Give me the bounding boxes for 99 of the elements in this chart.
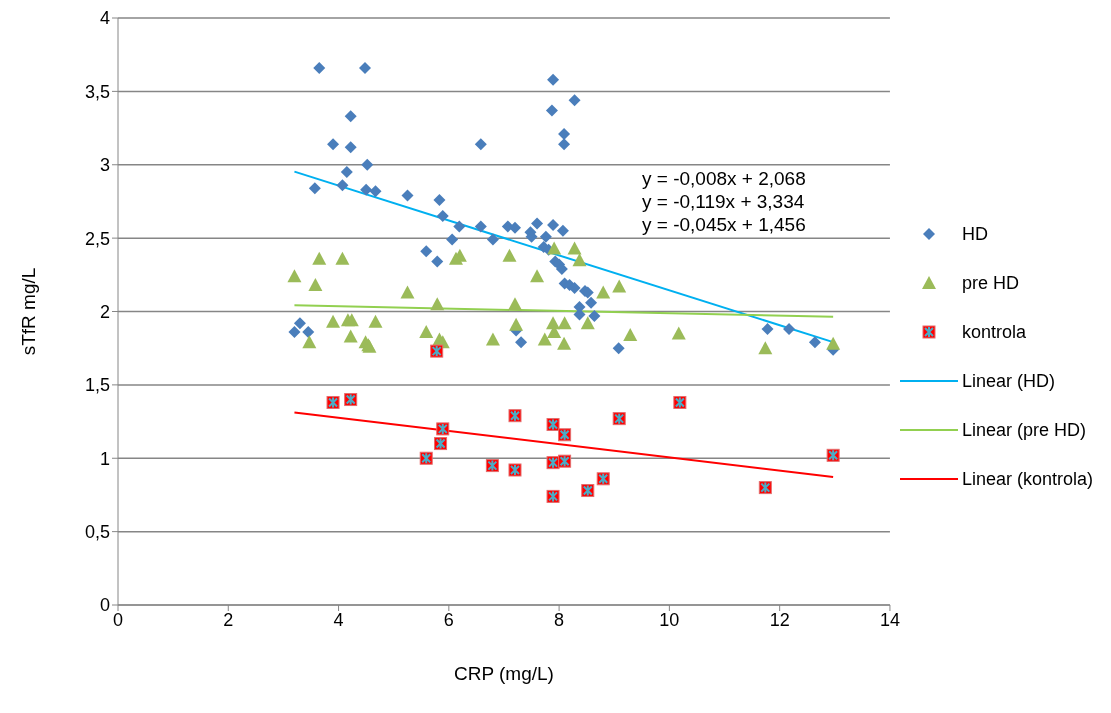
point xyxy=(547,241,562,255)
point xyxy=(509,221,521,234)
y-tick-label: 2 xyxy=(99,301,110,322)
y-tick-label: 1 xyxy=(99,448,110,469)
x-tick-label: 0 xyxy=(112,609,124,630)
legend-label: Linear (kontrola) xyxy=(961,468,1093,490)
point xyxy=(433,193,446,206)
point xyxy=(419,325,434,339)
point xyxy=(596,285,611,299)
y-tick-label: 1,5 xyxy=(84,375,110,396)
point xyxy=(557,336,572,350)
x-tick-label: 6 xyxy=(443,609,454,630)
y-tick-label: 3,5 xyxy=(84,81,110,102)
point xyxy=(361,158,374,171)
y-tick-label: 2,5 xyxy=(84,228,110,249)
point xyxy=(327,138,340,151)
point xyxy=(530,269,545,283)
y-tick-label: 0,5 xyxy=(84,522,110,543)
x-tick-label: 12 xyxy=(769,609,790,630)
point xyxy=(453,220,466,233)
point xyxy=(558,138,571,151)
x-tick-label: 10 xyxy=(659,609,680,630)
point xyxy=(340,166,353,179)
point xyxy=(312,251,327,265)
point xyxy=(568,94,581,107)
point xyxy=(474,138,487,151)
point xyxy=(420,245,433,258)
point xyxy=(588,309,601,322)
x-tick-label: 2 xyxy=(223,609,234,630)
point xyxy=(343,329,358,343)
point xyxy=(508,297,522,311)
point xyxy=(359,61,372,74)
y-tick-label: 4 xyxy=(99,8,110,29)
point xyxy=(558,127,571,140)
annotation: y = -0,119x + 3,334 xyxy=(641,191,806,213)
point xyxy=(400,285,415,299)
point xyxy=(537,332,552,346)
legend-label: Linear (HD) xyxy=(961,370,1055,392)
point xyxy=(336,179,349,192)
point xyxy=(368,314,383,328)
point xyxy=(288,326,301,339)
point xyxy=(783,323,796,336)
point xyxy=(486,233,499,246)
point xyxy=(808,336,821,349)
point xyxy=(302,326,315,339)
point xyxy=(502,248,517,262)
x-tick-label: 4 xyxy=(333,609,344,630)
legend-label: Linear (pre HD) xyxy=(961,419,1086,441)
point xyxy=(446,233,459,246)
point xyxy=(430,297,445,311)
y-tick-label: 3 xyxy=(99,155,110,176)
x-tick-label: 8 xyxy=(554,609,565,630)
point xyxy=(612,342,625,355)
point xyxy=(344,110,357,123)
point xyxy=(826,336,841,350)
legend-label: pre HD xyxy=(961,272,1019,294)
annotation: y = -0,045x + 1,456 xyxy=(641,214,807,236)
point xyxy=(531,217,544,230)
point xyxy=(431,255,444,268)
point xyxy=(547,73,560,86)
point xyxy=(612,279,627,293)
point xyxy=(556,224,569,237)
point xyxy=(758,341,773,355)
point xyxy=(474,220,487,233)
point xyxy=(572,253,587,267)
point xyxy=(545,104,558,117)
point xyxy=(761,323,774,336)
point xyxy=(344,141,357,154)
legend-label: kontrola xyxy=(961,321,1026,343)
point xyxy=(335,251,350,265)
point xyxy=(360,183,373,196)
point xyxy=(302,335,317,349)
point xyxy=(401,189,414,202)
point xyxy=(485,332,500,346)
x-axis-title: CRP (mg/L) xyxy=(453,663,554,684)
point xyxy=(313,61,326,74)
point xyxy=(509,317,524,331)
y-tick-label: 0 xyxy=(99,595,110,616)
point xyxy=(539,230,552,243)
point xyxy=(369,185,382,198)
point xyxy=(585,296,598,309)
point xyxy=(515,336,528,349)
point xyxy=(547,218,560,231)
point xyxy=(308,182,321,195)
point xyxy=(580,316,595,330)
point xyxy=(344,313,359,327)
point xyxy=(287,269,302,283)
point xyxy=(308,278,323,292)
point xyxy=(326,314,341,328)
point xyxy=(623,327,638,341)
point xyxy=(557,316,572,330)
annotation: y = -0,008x + 2,068 xyxy=(641,168,807,190)
x-tick-label: 14 xyxy=(879,609,900,630)
y-axis-title: sTfR mg/L xyxy=(17,267,39,356)
point xyxy=(671,326,686,340)
point xyxy=(436,210,449,223)
point xyxy=(567,241,582,255)
point xyxy=(293,317,306,330)
legend-label: HD xyxy=(961,223,988,245)
